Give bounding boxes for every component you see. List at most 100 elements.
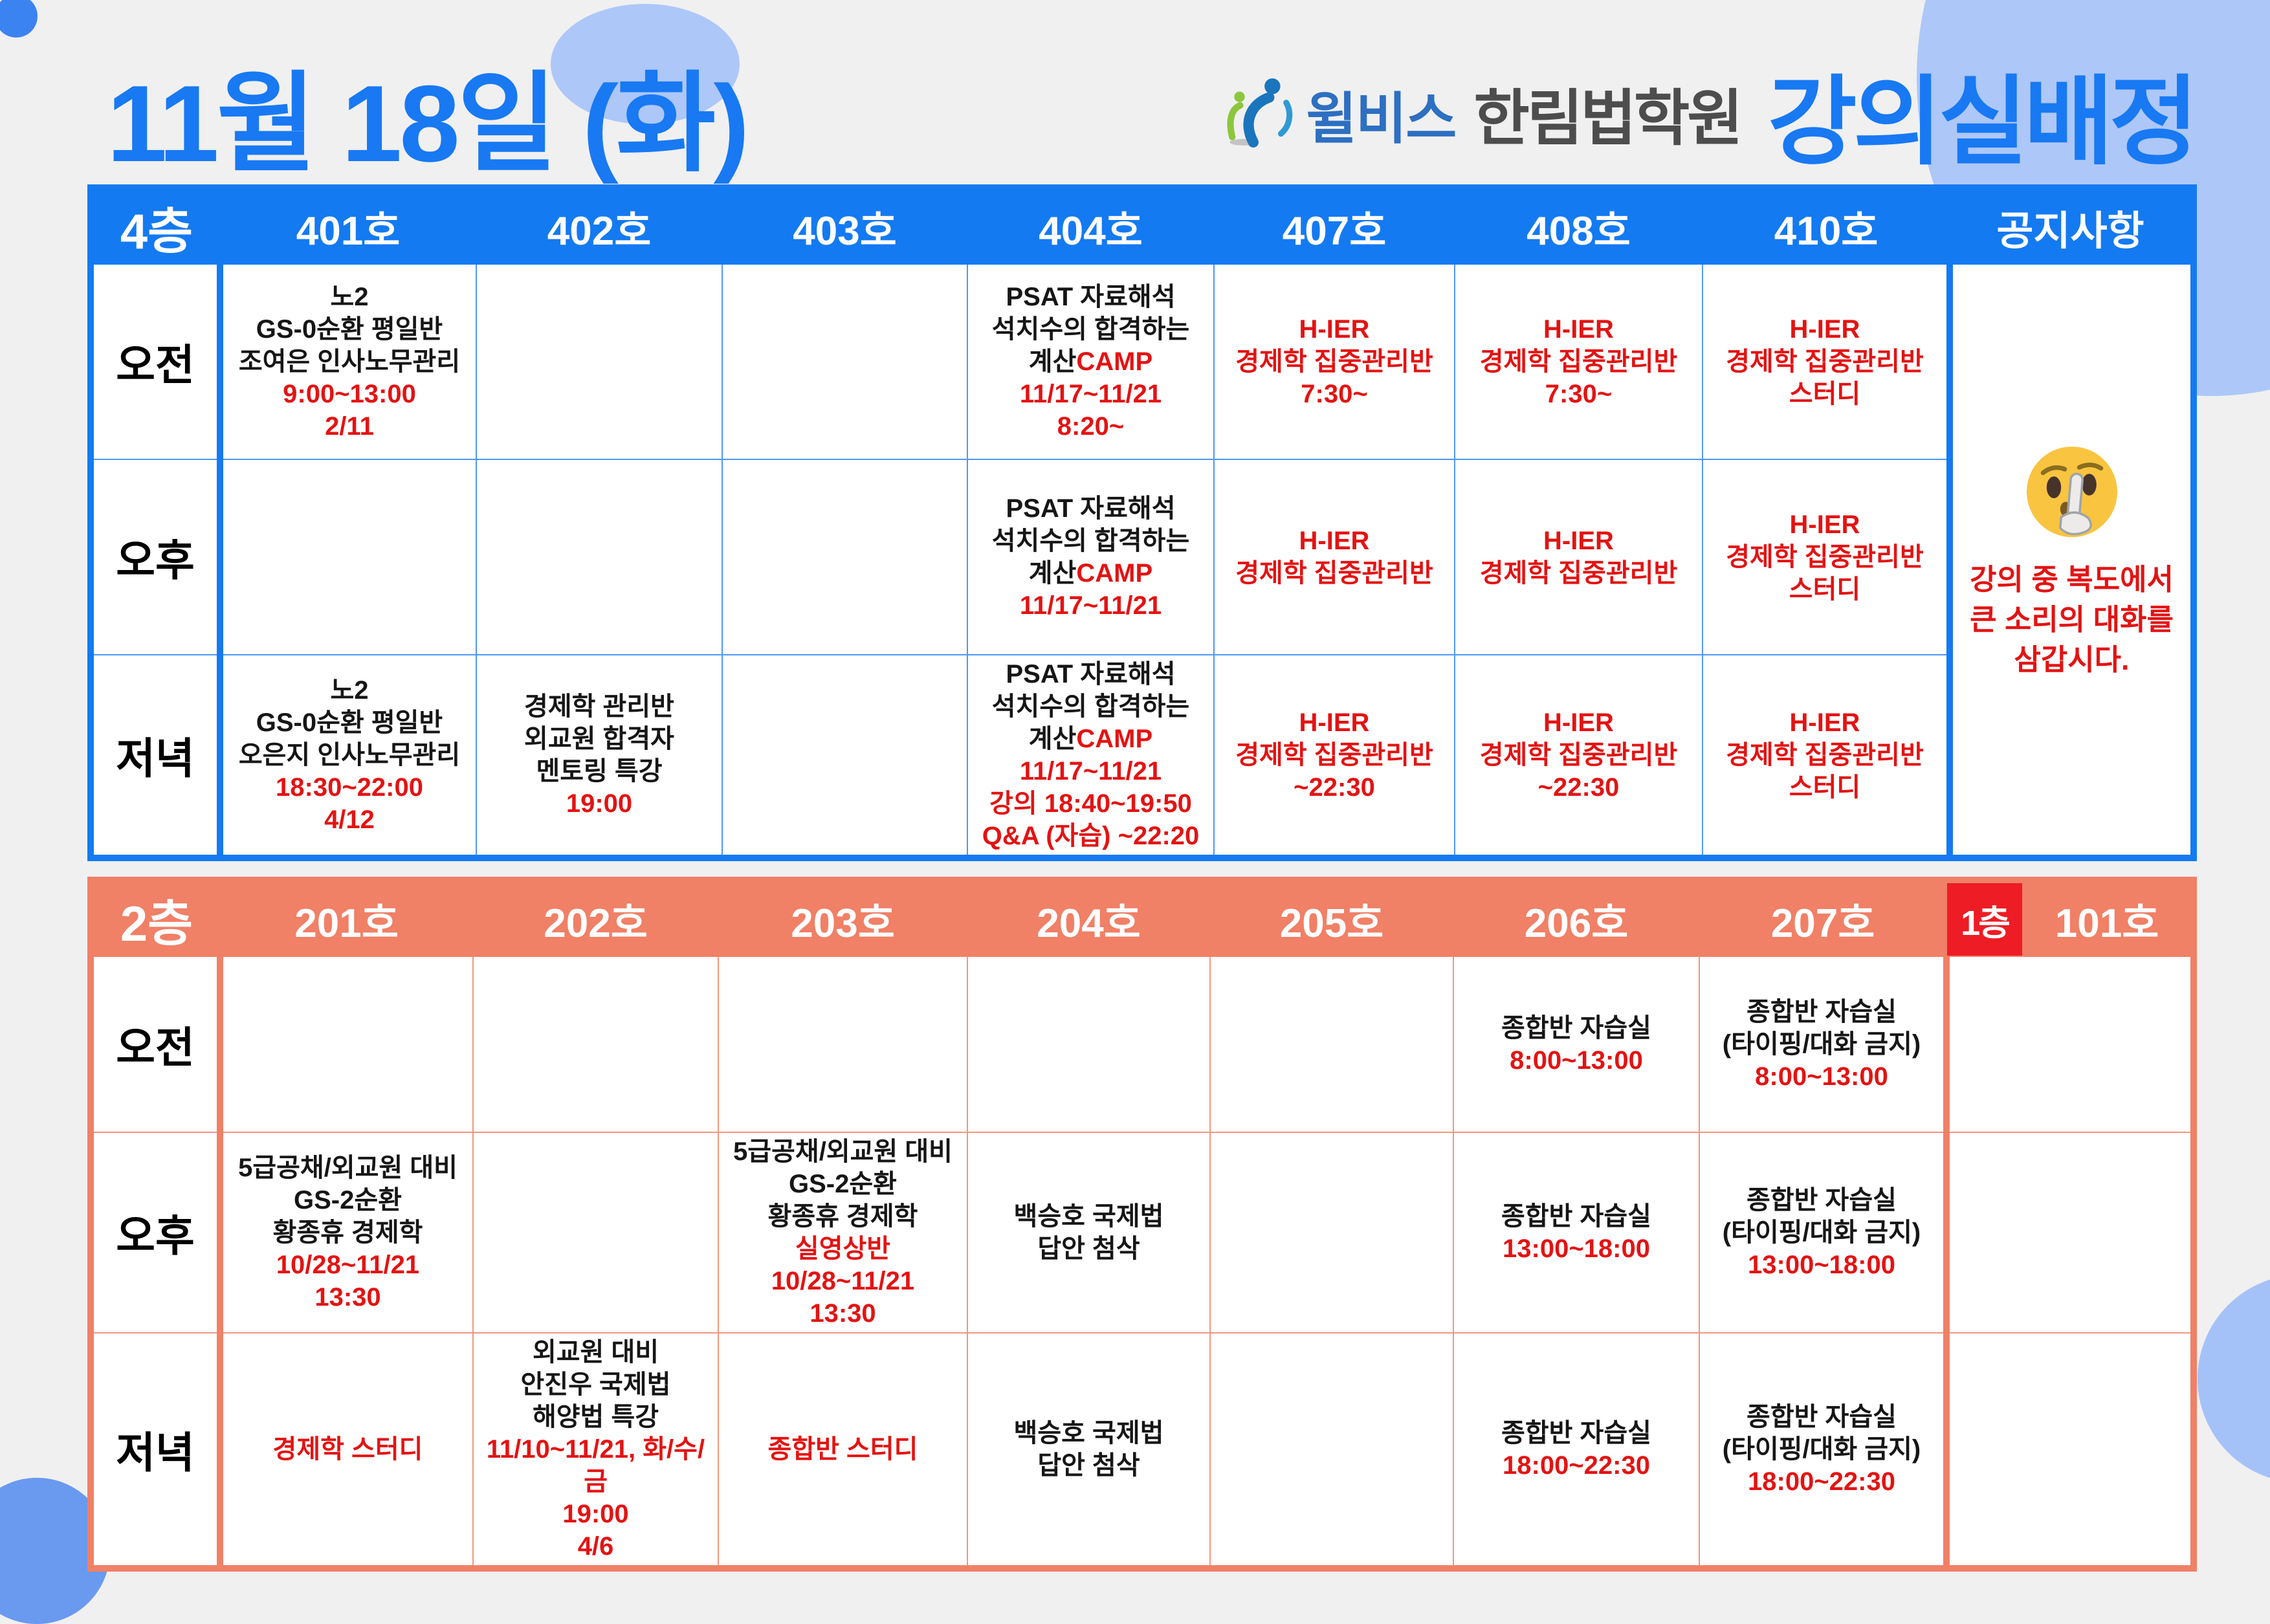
schedule-line: 19:00: [479, 787, 719, 820]
floor4-slot-label: 오후: [90, 459, 223, 655]
schedule-text: 4/6: [577, 1532, 614, 1561]
floor2-floor-label: 2층: [90, 879, 221, 957]
schedule-text: 석치수의 합격하는: [991, 315, 1190, 344]
schedule-text: 경제학 집중관리반: [1479, 559, 1678, 587]
schedule-text: 13:00~18:00: [1748, 1251, 1895, 1279]
schedule-text: 10/28~11/21: [276, 1251, 420, 1279]
schedule-cell: H-IER 경제학 집중관리반 스터디: [1702, 263, 1950, 460]
schedule-line: GS-0순환 평일반: [226, 313, 473, 346]
schedule-line: 석치수의 합격하는: [971, 690, 1211, 723]
schedule-text: H-IER: [1299, 315, 1370, 344]
floor4-room-header-2: 402호: [476, 187, 723, 265]
schedule-line: 경제학 집중관리반: [1217, 346, 1451, 378]
schedule-line: 11/17~11/21: [971, 589, 1211, 622]
schedule-text: (타이핑/대화 금지): [1722, 1435, 1921, 1464]
schedule-cell: H-IER 경제학 집중관리반 ~22:30: [1213, 654, 1455, 859]
schedule-cell: PSAT 자료해석 석치수의 합격하는 계산CAMP 11/17~11/21 강의 18…: [967, 654, 1215, 859]
schedule-text: 8:00~13:00: [1510, 1046, 1643, 1075]
schedule-cell: [718, 956, 968, 1133]
schedule-cell: H-IER 경제학 집중관리반: [1213, 459, 1455, 655]
schedule-cell: [1209, 1132, 1454, 1333]
schedule-line: 경제학 집중관리반: [1217, 739, 1451, 771]
schedule-text: GS-0순환 평일반: [256, 315, 443, 344]
schedule-row: 오전 노2 GS-0순환 평일반 조여은 인사노무관리 9:00~13:00 2/11 PS…: [90, 263, 2194, 859]
schedule-line: 외교원 합격자: [479, 723, 719, 755]
schedule-text: 오은지 인사노무관리: [238, 741, 461, 769]
schedule-text: 4/12: [324, 806, 375, 834]
schedule-cell: [1943, 1332, 2194, 1569]
schedule-cell: [472, 1132, 719, 1333]
schedule-text: PSAT 자료해석: [1006, 494, 1176, 523]
schedule-cell: 종합반 자습실 18:00~22:30: [1453, 1332, 1700, 1569]
notice-line: 삼갑시다.: [2014, 643, 2130, 676]
schedule-cell: [722, 263, 968, 460]
schedule-line: 8:00~13:00: [1702, 1060, 1941, 1093]
schedule-text: 종합반 자습실: [1501, 1202, 1651, 1231]
schedule-text: 실영상반: [795, 1234, 891, 1263]
schedule-line: H-IER: [1458, 707, 1699, 739]
schedule-line: PSAT 자료해석: [971, 281, 1211, 313]
logo-brand-text: 윌비스: [1306, 87, 1457, 150]
schedule-line: 18:00~22:30: [1457, 1449, 1696, 1482]
schedule-text: 13:00~18:00: [1503, 1234, 1650, 1263]
schedule-line: 4/6: [476, 1530, 715, 1563]
schedule-text: 종합반 자습실: [1501, 1419, 1651, 1447]
schedule-line: 18:00~22:30: [1702, 1465, 1941, 1498]
schedule-line: GS-2순환: [226, 1184, 470, 1216]
floor2-room-header-3: 203호: [718, 879, 968, 957]
schedule-text: 5급공채/외교원 대비: [733, 1137, 953, 1166]
header-row: 2층 201호 202호 203호 204호 205호 206호 207호 1층 101호: [90, 879, 2194, 957]
notice-header: 공지사항: [1949, 187, 2194, 265]
floor2-room-header-2: 202호: [472, 879, 719, 957]
schedule-text: 황종휴 경제학: [272, 1218, 423, 1247]
schedule-cell: PSAT 자료해석 석치수의 합격하는 계산CAMP 11/17~11/21 8:20~: [967, 263, 1215, 460]
schedule-cell: [1943, 956, 2194, 1133]
floor1-label: 1층: [1946, 879, 2023, 957]
schedule-text: 백승호 국제법: [1013, 1419, 1164, 1447]
schedule-cell: 종합반 자습실 13:00~18:00: [1453, 1132, 1700, 1333]
floor4-slot-label: 저녁: [90, 654, 223, 859]
floor4-schedule-table: 4층 401호 402호 403호 404호 407호 408호 410호 공지사항 오전 노2 G…: [87, 184, 2197, 861]
schedule-text: 18:00~22:30: [1503, 1451, 1650, 1480]
logo-academy-text: 한림법학원: [1473, 84, 1743, 152]
floor4-room-header-3: 403호: [722, 187, 968, 265]
schedule-text: 노2: [330, 283, 369, 311]
schedule-line: 11/17~11/21: [971, 755, 1211, 787]
schedule-line: 종합반 자습실: [1457, 1012, 1696, 1044]
schedule-cell: 종합반 자습실 8:00~13:00: [1453, 956, 1700, 1133]
schedule-text: H-IER: [1299, 708, 1370, 737]
schedule-text: 경제학 집중관리반: [1479, 347, 1678, 376]
schedule-text: 경제학 집중관리반: [1235, 741, 1433, 769]
people-logo-icon: [1223, 75, 1295, 151]
floor2-slot-label: 오전: [90, 956, 223, 1133]
schedule-line: 경제학 집중관리반: [1706, 346, 1944, 378]
schedule-line: 종합반 자습실: [1702, 1184, 1941, 1216]
schedule-text: 답안 첨삭: [1037, 1451, 1140, 1480]
floor1-room-header: 101호: [2022, 879, 2194, 957]
schedule-line: 실영상반: [722, 1233, 964, 1265]
schedule-cell: [476, 459, 723, 655]
schedule-text: 노2: [330, 676, 369, 705]
schedule-cell: [722, 654, 968, 859]
floor4-room-header-1: 401호: [219, 187, 477, 265]
schedule-text: H-IER: [1789, 510, 1860, 539]
schedule-line: 종합반 자습실: [1702, 996, 1941, 1028]
schedule-line: 계산CAMP: [971, 557, 1211, 589]
schedule-text: 스터디: [1789, 380, 1861, 408]
schedule-line: 11/10~11/21, 화/수/금: [476, 1433, 715, 1498]
floor2-room-header-4: 204호: [967, 879, 1211, 957]
floor2-room-header-6: 206호: [1453, 879, 1700, 957]
schedule-text: 계산: [1028, 725, 1077, 753]
decor-circle-top-left: [0, 0, 38, 38]
schedule-text: PSAT 자료해석: [1006, 283, 1176, 311]
schedule-line: GS-0순환 평일반: [226, 707, 473, 739]
schedule-text: 답안 첨삭: [1037, 1234, 1140, 1263]
schedule-line: Q&A (자습) ~22:20: [971, 820, 1211, 852]
schedule-cell: H-IER 경제학 집중관리반 스터디: [1702, 459, 1950, 655]
schedule-line: ~22:30: [1217, 771, 1451, 804]
schedule-line: 9:00~13:00: [226, 378, 473, 410]
schedule-text: ~22:30: [1537, 773, 1620, 802]
